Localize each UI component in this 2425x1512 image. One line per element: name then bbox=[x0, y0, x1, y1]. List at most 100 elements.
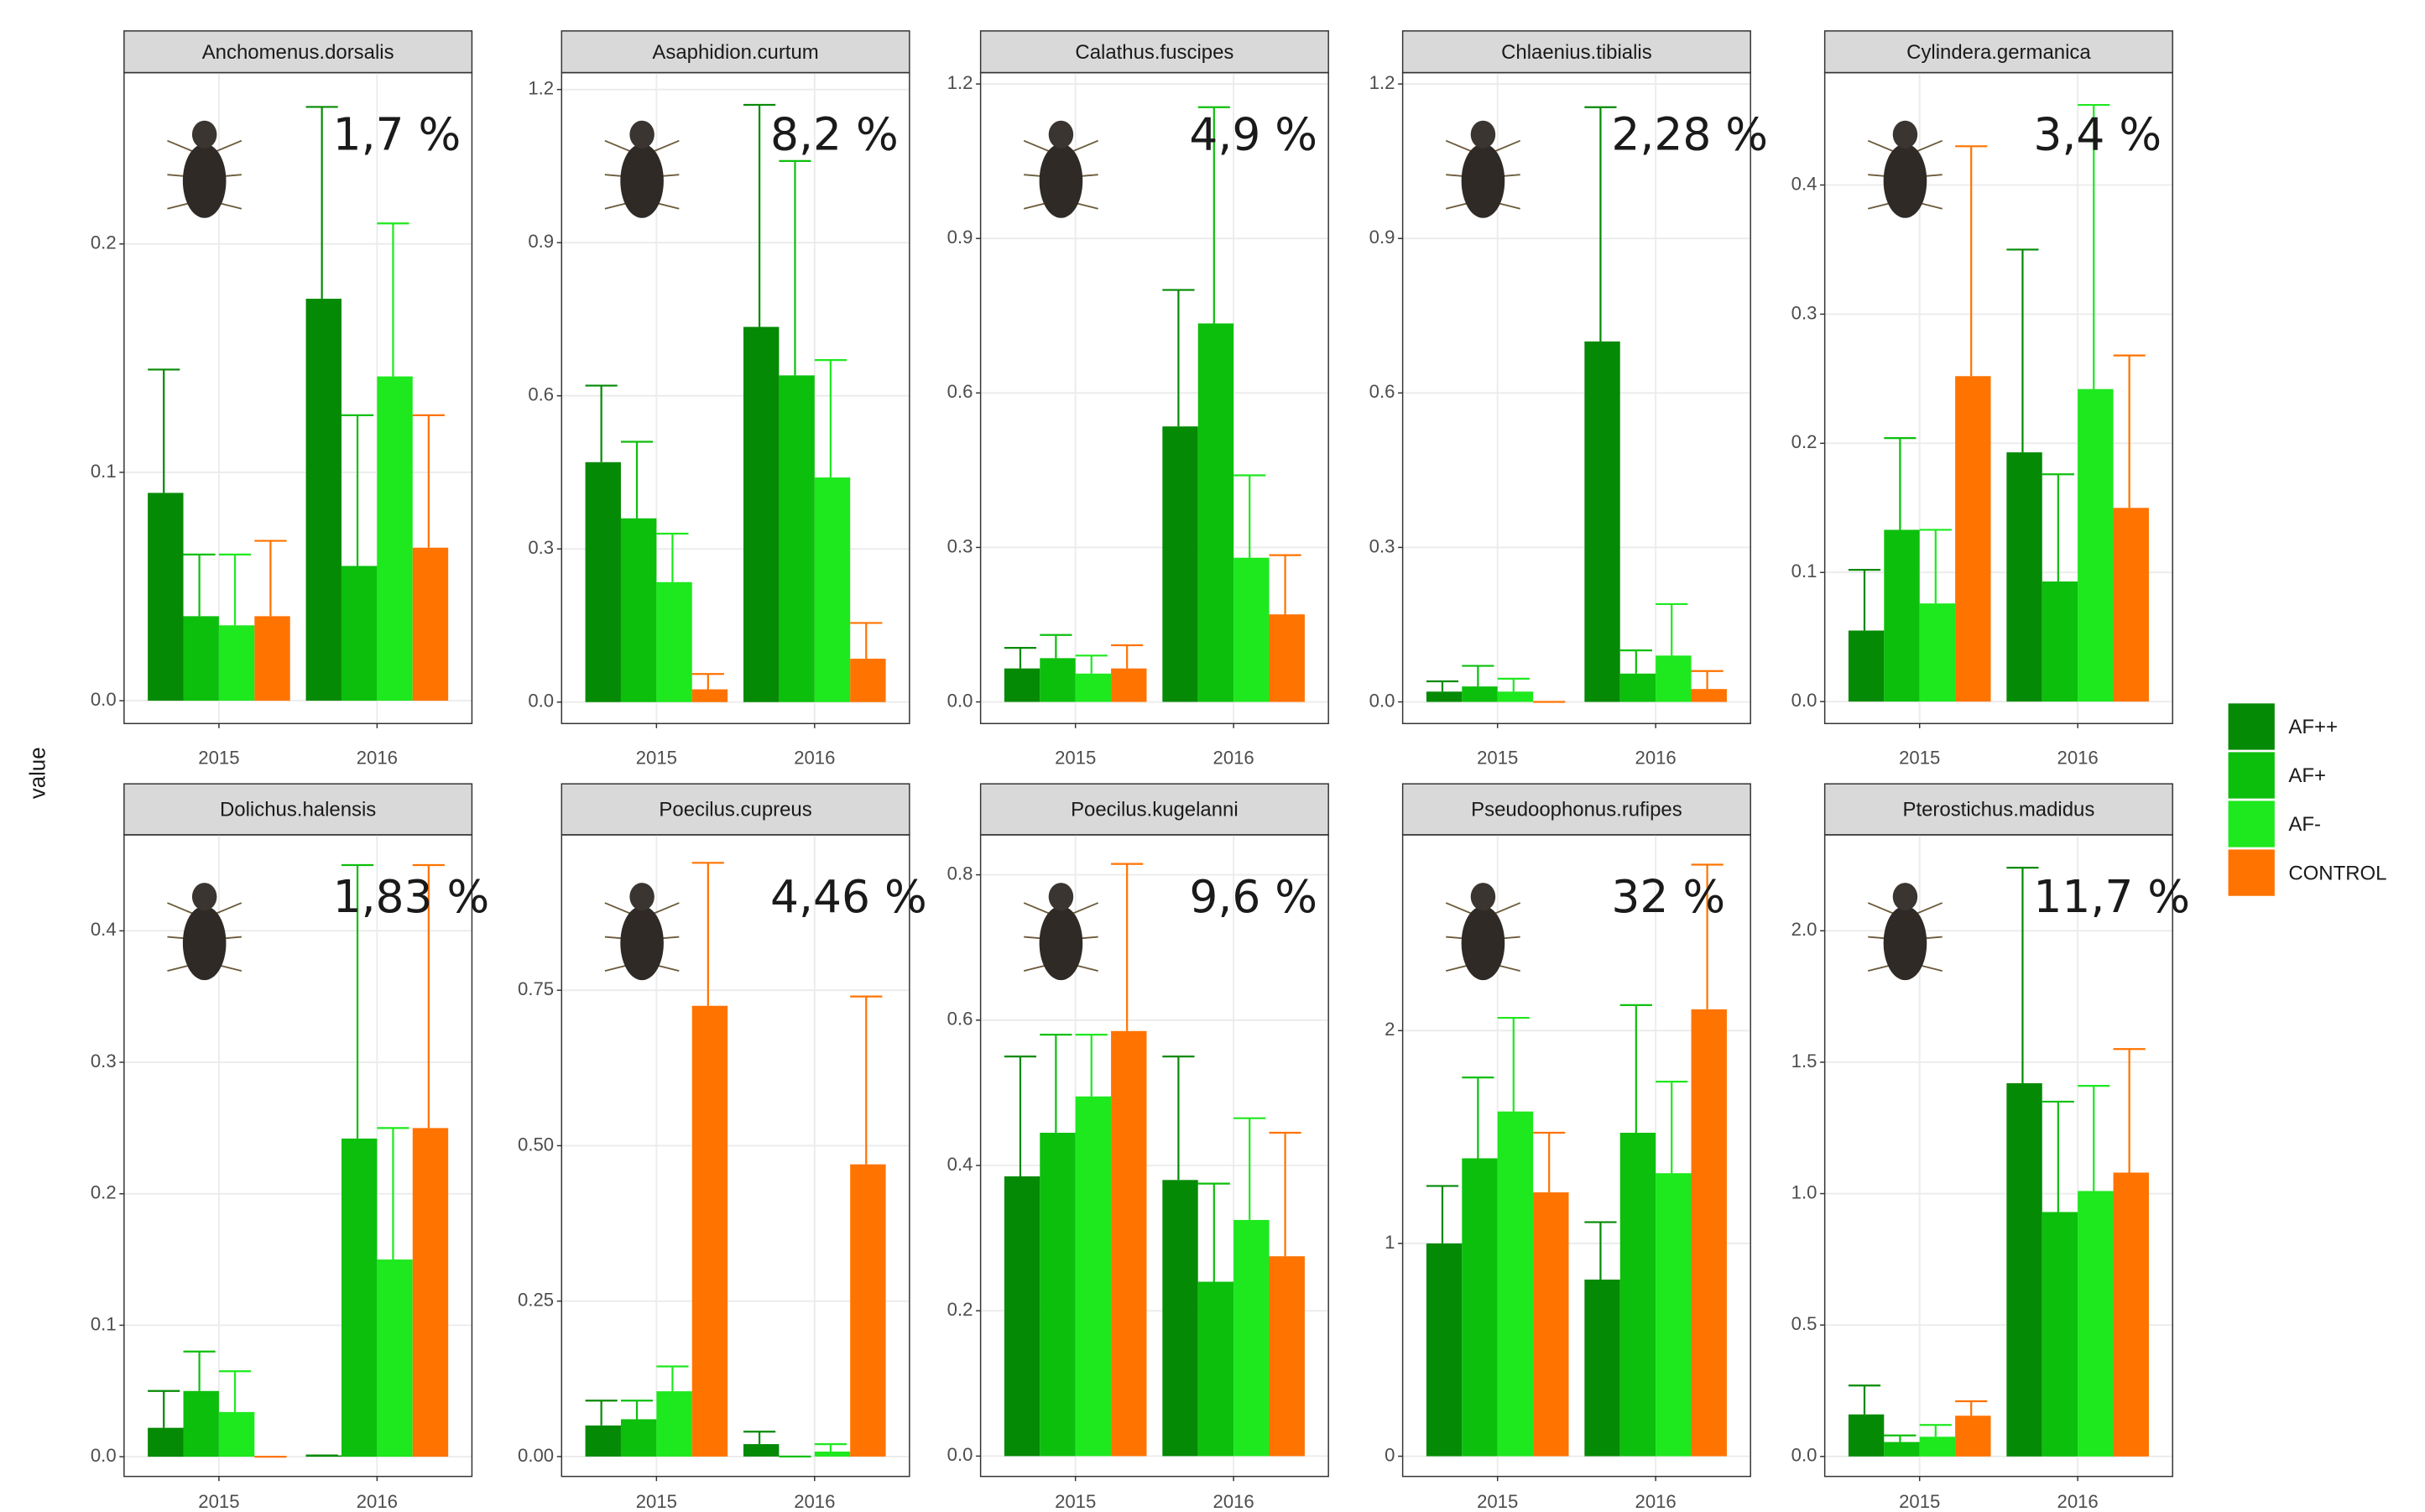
y-tick-label: 0.9 bbox=[947, 227, 973, 248]
y-tick-label: 0.1 bbox=[91, 1313, 117, 1334]
bar bbox=[2113, 1172, 2149, 1457]
y-tick-label: 0.50 bbox=[518, 1134, 554, 1155]
error-bar bbox=[1533, 1131, 1566, 1193]
y-tick-label: 0.3 bbox=[91, 1051, 117, 1071]
bar bbox=[254, 616, 290, 701]
y-tick-label: 0.3 bbox=[947, 535, 973, 556]
bar bbox=[850, 659, 886, 702]
bar bbox=[779, 375, 815, 702]
error-bar bbox=[1619, 649, 1652, 674]
bar bbox=[1162, 1180, 1198, 1457]
annotation: 1,83 % bbox=[333, 870, 490, 923]
y-tick-label: 0.2 bbox=[1791, 431, 1817, 452]
bar bbox=[412, 1128, 449, 1457]
error-bar bbox=[148, 1389, 180, 1428]
error-bar bbox=[1656, 1081, 1688, 1174]
y-tick-label: 2 bbox=[1385, 1019, 1395, 1040]
error-bar bbox=[1040, 633, 1072, 659]
beetle-head bbox=[1470, 883, 1496, 911]
error-bar bbox=[585, 1400, 618, 1426]
bar bbox=[1691, 1009, 1727, 1457]
x-tick-label: 2016 bbox=[357, 748, 398, 769]
strip bbox=[1401, 783, 1751, 836]
bar bbox=[1691, 689, 1727, 702]
legend-label: AF++ bbox=[2288, 716, 2338, 738]
bar bbox=[1269, 614, 1305, 702]
error-bar bbox=[814, 1442, 847, 1452]
x-tick-label: 2015 bbox=[1055, 1491, 1096, 1512]
strip-title: Pseudoophonus.rufipes bbox=[1471, 799, 1682, 821]
panel-border bbox=[1401, 71, 1751, 725]
error-bar bbox=[2078, 1085, 2110, 1191]
panel bbox=[1402, 72, 1751, 724]
x-tick-label: 2015 bbox=[1477, 748, 1518, 769]
beetle-image bbox=[1023, 120, 1099, 218]
x-tick-label: 2015 bbox=[636, 1491, 677, 1512]
bar bbox=[620, 1419, 657, 1457]
bar bbox=[1111, 668, 1147, 702]
error-bar bbox=[585, 384, 618, 462]
y-tick-label: 0.4 bbox=[91, 919, 117, 940]
error-bar bbox=[1426, 1185, 1459, 1243]
x-tick-label: 2016 bbox=[2057, 748, 2099, 769]
error-bar bbox=[1197, 106, 1230, 324]
bar bbox=[1955, 376, 1991, 702]
beetle-body bbox=[1039, 143, 1083, 218]
y-tick-label: 0.2 bbox=[947, 1299, 973, 1320]
y-tick-label: 1.0 bbox=[1791, 1181, 1817, 1202]
y-tick-label: 0.25 bbox=[518, 1290, 554, 1311]
bar bbox=[1619, 1133, 1656, 1457]
error-bar bbox=[254, 540, 287, 617]
bar bbox=[743, 1444, 780, 1457]
strip-title: Pterostichus.madidus bbox=[1903, 799, 2095, 821]
error-bar bbox=[1426, 680, 1459, 692]
beetle-head bbox=[191, 120, 217, 149]
error-bar bbox=[1497, 1016, 1530, 1112]
bar bbox=[1197, 323, 1234, 702]
strip-title: Poecilus.cupreus bbox=[659, 799, 811, 821]
bar bbox=[691, 1005, 728, 1457]
panel-border bbox=[1823, 834, 2173, 1478]
strip bbox=[979, 783, 1329, 836]
bar bbox=[814, 477, 851, 702]
y-tick-label: 0.2 bbox=[91, 1182, 117, 1203]
beetle-body bbox=[1039, 905, 1083, 981]
error-bar bbox=[2113, 354, 2146, 508]
x-tick-label: 2015 bbox=[198, 748, 239, 769]
error-bar bbox=[218, 553, 252, 626]
bar bbox=[2042, 581, 2078, 702]
bar bbox=[1111, 1030, 1147, 1457]
error-bar bbox=[1111, 644, 1144, 669]
y-tick-label: 0.0 bbox=[947, 1444, 973, 1465]
panel-border bbox=[561, 834, 910, 1478]
error-bar bbox=[1955, 1400, 1988, 1416]
y-tick-label: 0.8 bbox=[947, 863, 973, 884]
bar bbox=[1233, 557, 1270, 702]
y-tick-label: 0.5 bbox=[1791, 1313, 1817, 1334]
error-bar bbox=[850, 622, 883, 660]
strip bbox=[1823, 783, 2173, 836]
beetle-body bbox=[1461, 143, 1505, 218]
bar bbox=[183, 616, 219, 701]
error-bar bbox=[1233, 1117, 1266, 1220]
error-bar bbox=[2042, 1100, 2074, 1212]
beetle-head bbox=[1048, 120, 1074, 149]
beetle-body bbox=[620, 905, 664, 981]
y-tick-label: 0.9 bbox=[528, 231, 554, 252]
error-bar bbox=[1955, 145, 1988, 377]
error-bar bbox=[377, 1127, 409, 1260]
bar bbox=[341, 1138, 378, 1457]
bar bbox=[1919, 1436, 1956, 1457]
y-tick-label: 1.2 bbox=[528, 78, 554, 99]
bar bbox=[2078, 1191, 2114, 1457]
error-bar bbox=[1497, 677, 1530, 692]
error-bar bbox=[1233, 474, 1266, 558]
y-tick-label: 0.3 bbox=[1791, 302, 1817, 323]
panel-border bbox=[979, 71, 1329, 725]
y-tick-label: 0.9 bbox=[1369, 227, 1395, 248]
error-bar bbox=[1619, 1004, 1652, 1134]
bar bbox=[585, 1425, 621, 1457]
bar bbox=[1462, 1158, 1498, 1457]
bar bbox=[656, 1391, 692, 1457]
y-tick-label: 0.6 bbox=[528, 384, 554, 405]
